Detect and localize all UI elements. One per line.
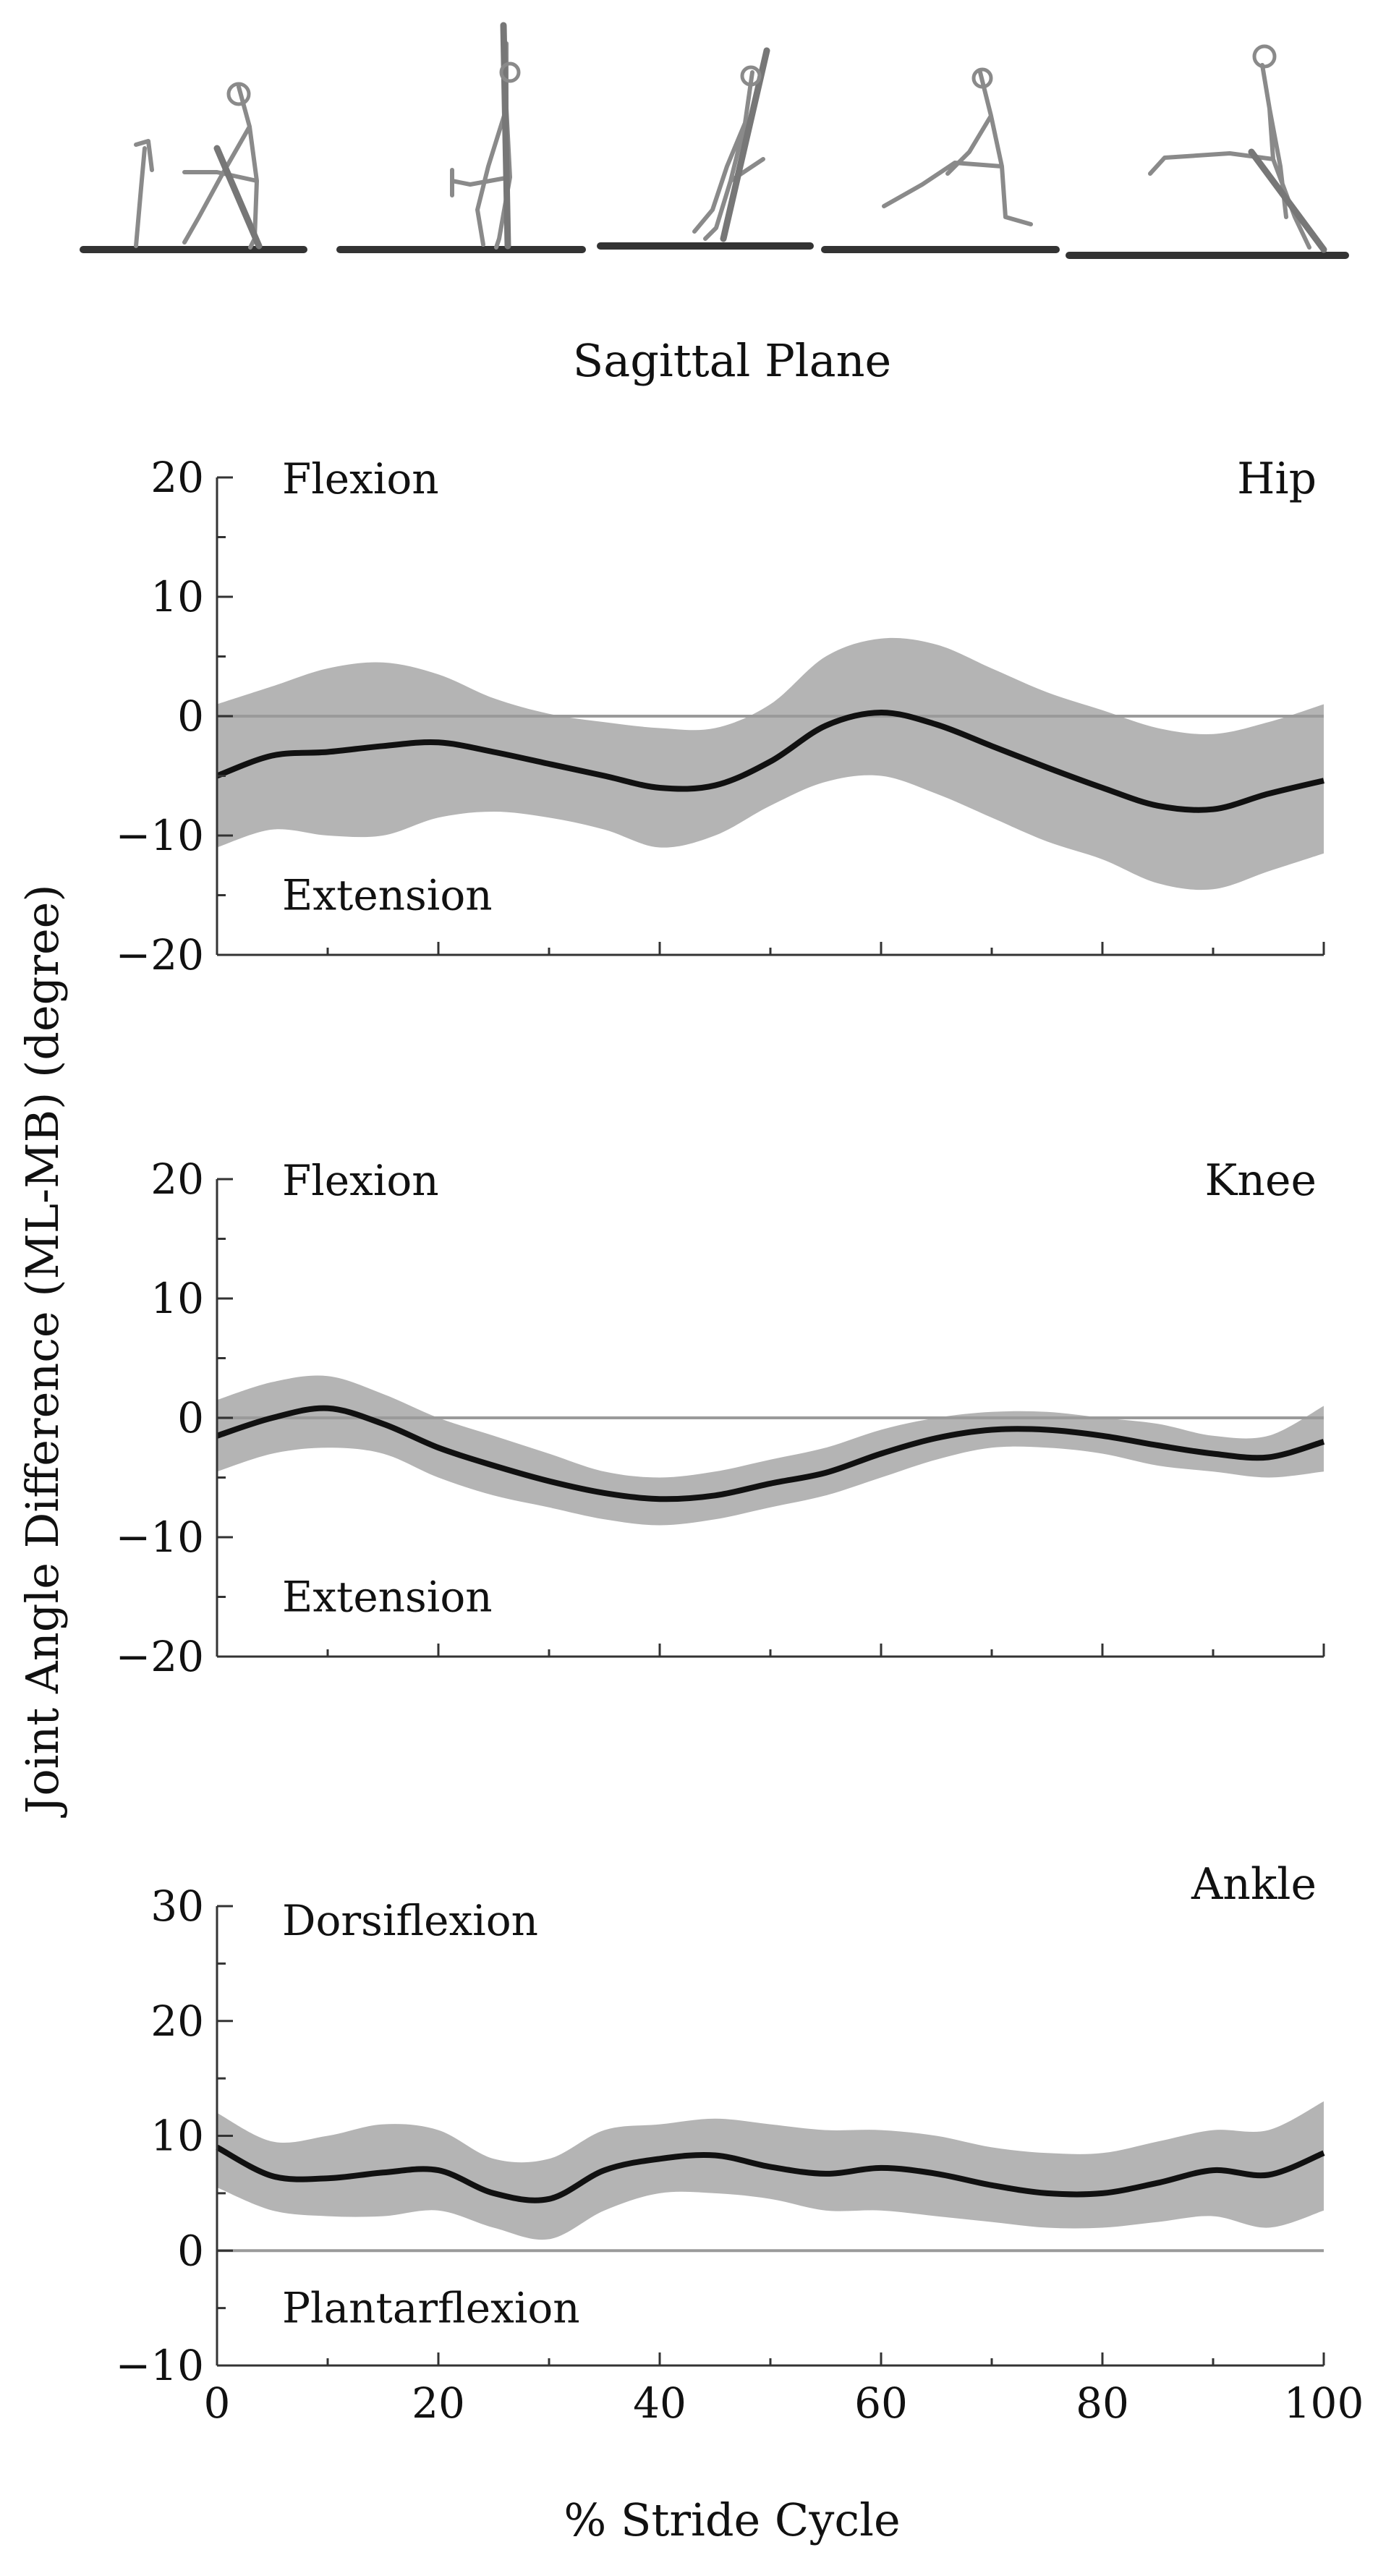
panel-title: Hip bbox=[1237, 454, 1317, 504]
upper-direction-label: Dorsiflexion bbox=[282, 1896, 538, 1945]
stick-head bbox=[1252, 44, 1277, 69]
upper-direction-label: Flexion bbox=[282, 454, 439, 503]
y-tick-label: 0 bbox=[177, 2226, 204, 2275]
lower-direction-label: Plantarflexion bbox=[282, 2284, 580, 2333]
y-tick-label: −10 bbox=[116, 2341, 204, 2390]
stick-limbs bbox=[450, 41, 512, 250]
x-tick-label: 20 bbox=[412, 2379, 465, 2428]
x-tick-label: 0 bbox=[204, 2379, 231, 2428]
lower-direction-label: Extension bbox=[282, 871, 493, 920]
y-tick-label: 10 bbox=[150, 2112, 204, 2161]
stick-head bbox=[971, 67, 993, 89]
y-axis-label: Joint Angle Difference (ML-MB) (degree) bbox=[16, 884, 69, 1818]
mean-line bbox=[216, 709, 1324, 813]
stick-spine bbox=[1248, 148, 1327, 253]
y-tick-label: 0 bbox=[177, 692, 204, 741]
y-tick-label: 10 bbox=[150, 1274, 204, 1323]
stick-figure-1 bbox=[80, 82, 307, 253]
stick-spine bbox=[720, 47, 770, 242]
x-tick-label: 40 bbox=[633, 2379, 686, 2428]
upper-direction-label: Flexion bbox=[282, 1156, 439, 1205]
stick-limbs bbox=[882, 70, 1033, 226]
stick-limbs bbox=[1148, 63, 1311, 250]
std-band bbox=[217, 2101, 1324, 2240]
mean-line bbox=[216, 1405, 1325, 1502]
stick-limbs bbox=[134, 85, 259, 250]
x-tick-label: 60 bbox=[854, 2379, 908, 2428]
stick-head bbox=[499, 61, 521, 83]
stick-spine bbox=[213, 145, 263, 250]
stick-head bbox=[226, 82, 251, 106]
chart-panel-knee: −20 −10 0 10 20 Flexion Extension Knee bbox=[116, 1155, 1325, 1681]
y-tick-label: 20 bbox=[150, 453, 204, 502]
y-tick-label: −10 bbox=[116, 1513, 204, 1562]
lower-direction-label: Extension bbox=[282, 1573, 493, 1622]
gait-stick-figures bbox=[80, 22, 1349, 259]
stick-figure-2 bbox=[336, 22, 586, 253]
plane-title: Sagittal Plane bbox=[573, 334, 891, 387]
y-tick-label: 20 bbox=[150, 1155, 204, 1204]
stick-spine bbox=[500, 22, 511, 250]
x-tick-label: 100 bbox=[1284, 2379, 1364, 2428]
y-tick-label: 10 bbox=[150, 572, 204, 621]
stick-figure-3 bbox=[597, 47, 814, 250]
y-tick-label: −20 bbox=[116, 930, 204, 979]
y-tick-label: 0 bbox=[177, 1393, 204, 1442]
panel-title: Knee bbox=[1205, 1155, 1317, 1206]
y-tick-label: 30 bbox=[150, 1882, 204, 1931]
y-tick-label: −20 bbox=[116, 1632, 204, 1681]
x-axis-label: % Stride Cycle bbox=[564, 2494, 900, 2546]
stick-figure-5 bbox=[1066, 44, 1349, 259]
std-band bbox=[217, 1375, 1324, 1526]
x-tick-label: 80 bbox=[1076, 2379, 1129, 2428]
panel-title: Ankle bbox=[1191, 1859, 1317, 1910]
chart-panel-hip: −20 −10 0 10 20 Flexion Extension Hip bbox=[116, 453, 1325, 979]
y-tick-label: 20 bbox=[150, 1997, 204, 2046]
mean-line bbox=[216, 2144, 1325, 2203]
y-tick-label: −10 bbox=[116, 811, 204, 860]
stick-head bbox=[740, 65, 762, 87]
stick-figure-4 bbox=[821, 67, 1060, 253]
